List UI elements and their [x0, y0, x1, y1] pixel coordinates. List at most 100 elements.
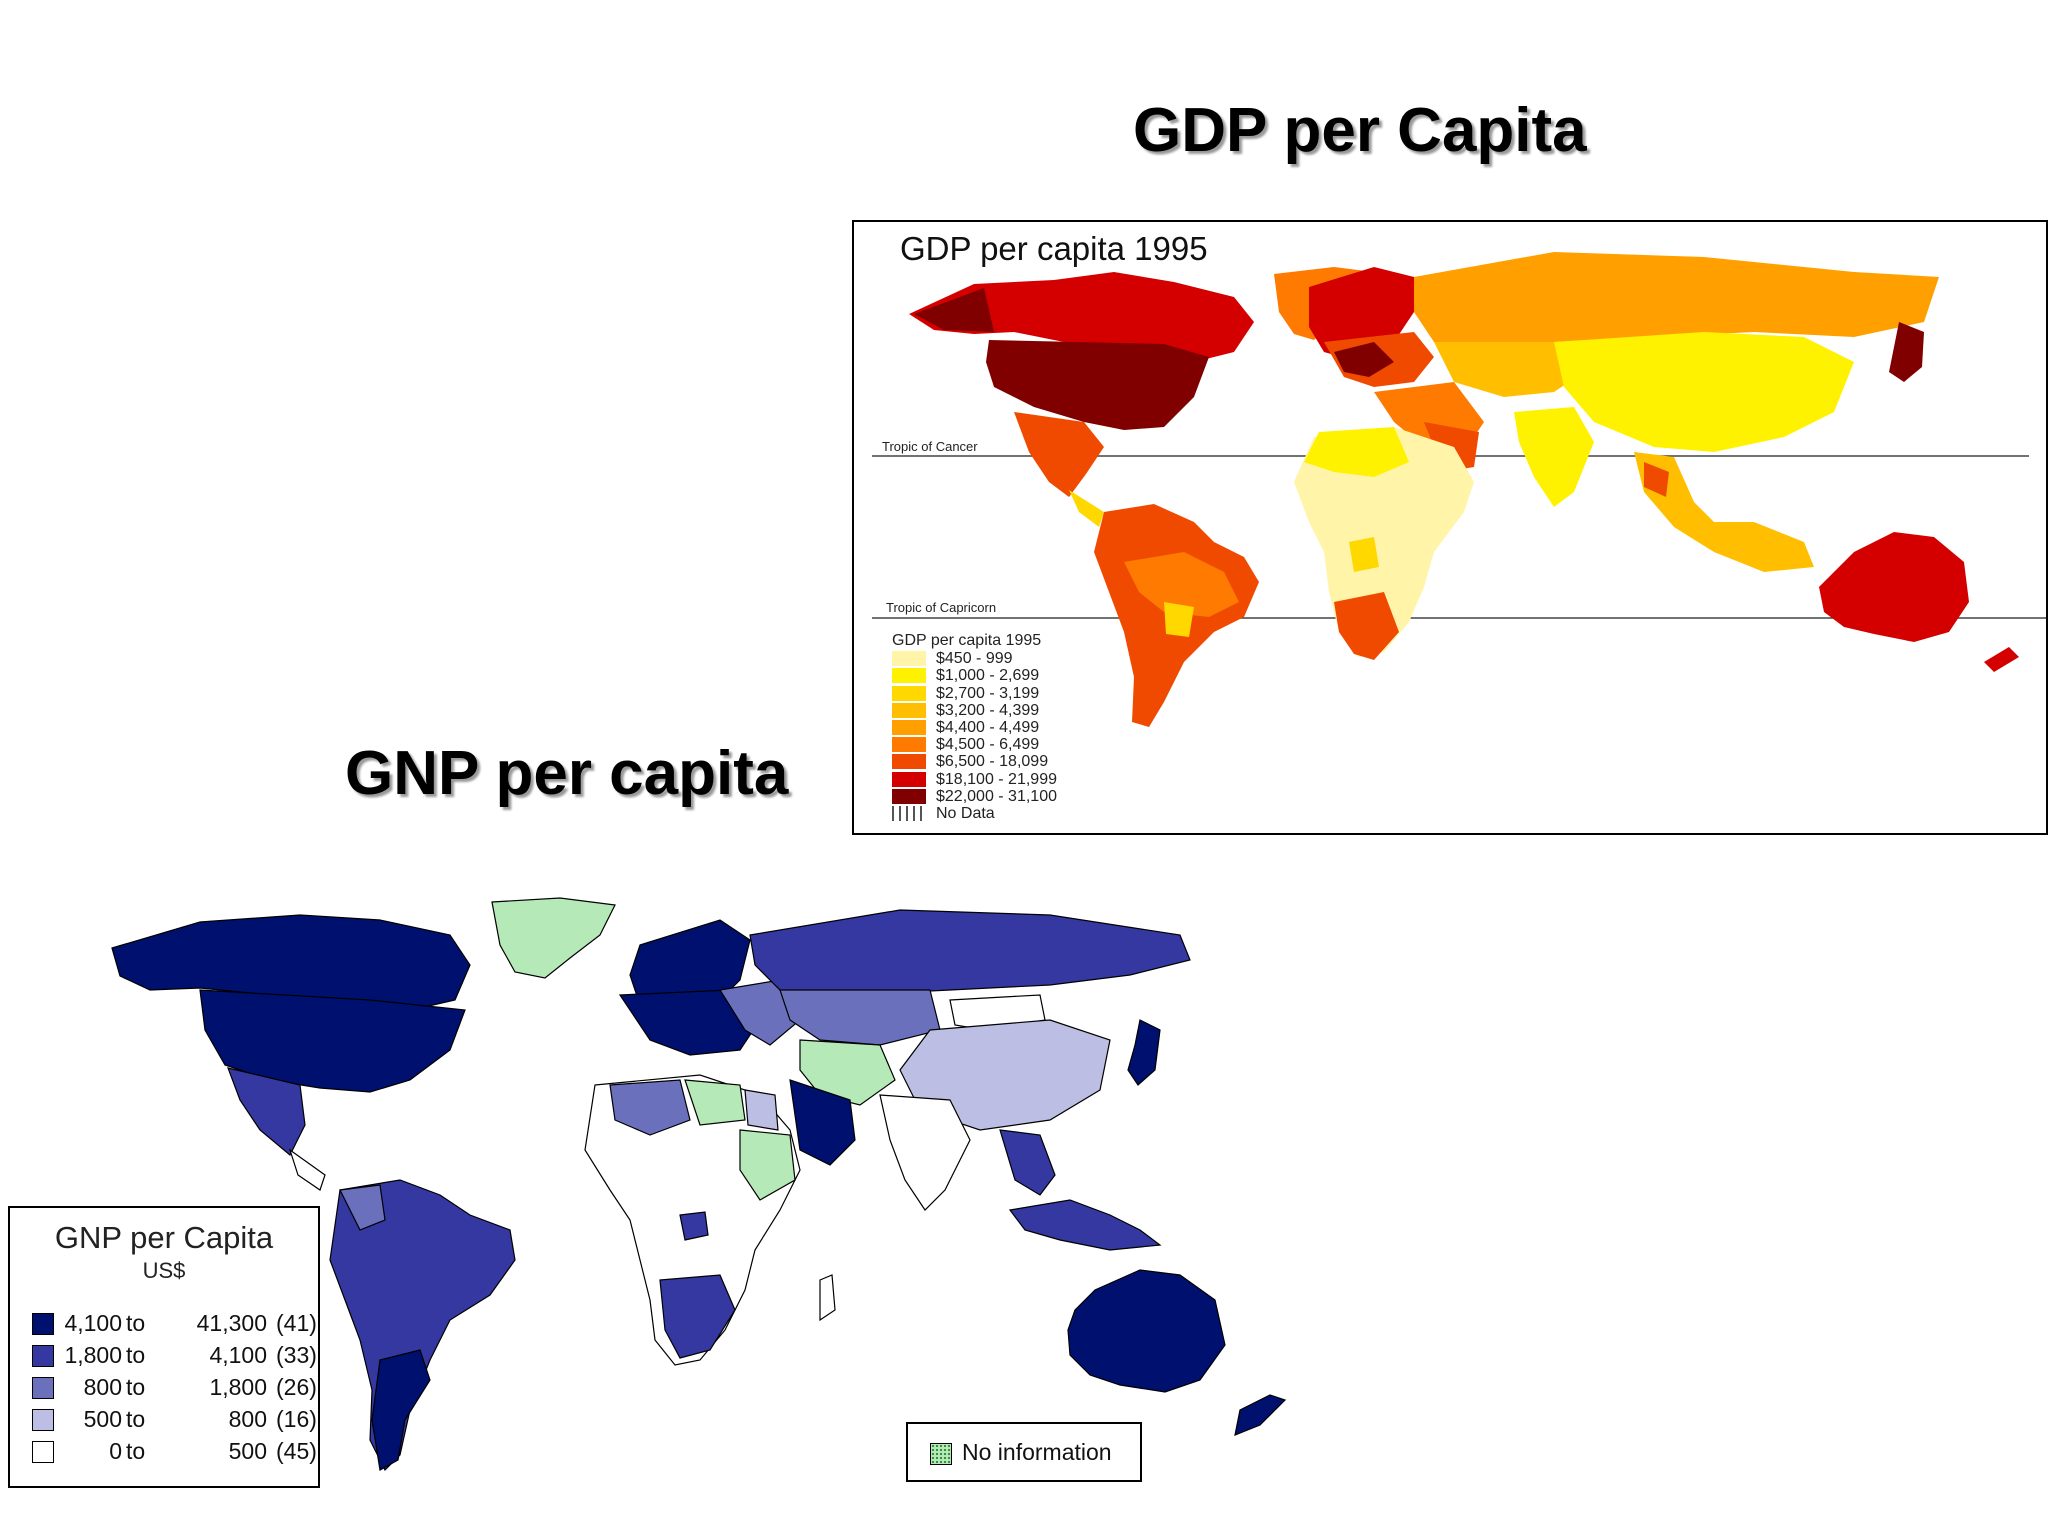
- gnp-legend-from: 4,100: [64, 1310, 122, 1336]
- gnp-legend-max: 1,800: [209, 1374, 267, 1400]
- indonesia-region: [1008, 1199, 1162, 1251]
- gnp-legend-swatch: [32, 1441, 54, 1463]
- gnp-legend-max: 800: [228, 1406, 267, 1432]
- argentina-region: [371, 1349, 431, 1471]
- gnp-legend-max: 4,100: [209, 1342, 267, 1368]
- gdp-legend-swatch: [892, 771, 926, 787]
- gnp-legend-from: 500: [83, 1406, 122, 1432]
- gdp-legend-item: $1,000 - 2,699: [892, 667, 1057, 684]
- brazil-region: [1124, 552, 1239, 617]
- canada-region: [111, 914, 471, 1009]
- gdp-legend-label: $2,700 - 3,199: [936, 684, 1040, 702]
- usa-region: [199, 989, 466, 1093]
- canada-region: [909, 272, 1254, 362]
- gdp-legend-swatch: [892, 702, 926, 718]
- russia-region: [749, 909, 1191, 996]
- gdp-legend-swatch: [892, 651, 926, 667]
- gdp-legend-label: $450 - 999: [936, 650, 1013, 668]
- gnp-legend-from: 0: [109, 1438, 122, 1464]
- new-zealand-region: [1234, 1394, 1287, 1436]
- gdp-legend-label: $4,500 - 6,499: [936, 736, 1040, 754]
- gdp-legend-swatch: [892, 668, 926, 684]
- gdp-legend-swatch: [892, 685, 926, 701]
- central-asia-region: [1434, 342, 1584, 397]
- gnp-legend-to: to: [126, 1342, 146, 1368]
- gnp-legend-count: (33): [276, 1342, 317, 1368]
- gnp-legend-max: 41,300: [196, 1310, 267, 1336]
- central-europe-region: [1334, 342, 1394, 377]
- australia-region: [1067, 1269, 1226, 1393]
- central-america-region: [288, 1148, 326, 1191]
- gnp-legend-to: to: [126, 1406, 146, 1432]
- gnp-legend-unit: US$: [142, 1258, 186, 1283]
- usa-region: [986, 340, 1209, 430]
- gnp-legend-swatch: [32, 1313, 54, 1335]
- algeria-region: [609, 1079, 691, 1136]
- north-africa-region: [1304, 427, 1409, 477]
- gdp-legend-item: $18,100 - 21,999: [892, 771, 1057, 788]
- gdp-legend-no-data: No Data: [892, 805, 1057, 822]
- no-information-legend: No information: [906, 1422, 1142, 1482]
- gnp-legend: GNP per Capita US$ 4,100 to 41,300 (41) 1,80…: [8, 1206, 320, 1488]
- gnp-legend-to: to: [126, 1374, 146, 1400]
- gdp-legend-label: $1,000 - 2,699: [936, 667, 1040, 685]
- gdp-legend-label: $3,200 - 4,399: [936, 701, 1040, 719]
- central-america-region: [1069, 490, 1104, 527]
- south-africa-region: [1334, 592, 1399, 660]
- japan-region: [1889, 322, 1924, 382]
- new-zealand-region: [1984, 647, 2019, 672]
- no-information-swatch: [930, 1443, 952, 1465]
- mexico-region: [1014, 412, 1104, 497]
- alaska-region: [914, 288, 994, 332]
- southeast-asia-region: [1634, 452, 1814, 572]
- gdp-legend-item: $4,500 - 6,499: [892, 736, 1057, 753]
- gdp-legend-item: $22,000 - 31,100: [892, 788, 1057, 805]
- gnp-legend-title: GNP per Capita: [54, 1220, 274, 1255]
- south-africa-region: [659, 1274, 736, 1359]
- gdp-legend-swatch: [892, 720, 926, 736]
- gdp-legend-item: $4,400 - 4,499: [892, 719, 1057, 736]
- gnp-legend-from: 1,800: [64, 1342, 122, 1368]
- gdp-legend-item: $3,200 - 4,399: [892, 702, 1057, 719]
- gdp-legend-label: $18,100 - 21,999: [936, 770, 1057, 788]
- gdp-legend-swatch: [892, 754, 926, 770]
- gnp-legend-swatch: [32, 1377, 54, 1399]
- gabon-region: [679, 1211, 709, 1241]
- bolivia-region: [1164, 602, 1194, 637]
- russia-region: [1414, 252, 1939, 352]
- gdp-legend-label: $4,400 - 4,499: [936, 718, 1040, 736]
- china-region: [899, 1019, 1111, 1131]
- egypt-region: [744, 1089, 779, 1131]
- libya-region: [684, 1079, 746, 1126]
- arabian-peninsula-region: [789, 1079, 856, 1166]
- gnp-world-map: [111, 897, 1287, 1472]
- china-region: [1554, 332, 1854, 452]
- gnp-legend-to: to: [126, 1438, 146, 1464]
- gdp-legend-title: GDP per capita 1995: [892, 632, 1042, 649]
- gdp-legend-swatch: [892, 788, 926, 804]
- iran-region: [799, 1039, 896, 1106]
- tropic-of-cancer-label: Tropic of Cancer: [882, 439, 978, 454]
- gnp-legend-swatch: [32, 1409, 54, 1431]
- japan-region: [1127, 1019, 1161, 1086]
- india-region: [879, 1094, 971, 1211]
- tropic-of-capricorn-label: Tropic of Capricorn: [886, 600, 997, 615]
- gnp-legend-count: (26): [276, 1374, 317, 1400]
- australia-region: [1819, 532, 1969, 642]
- central-asia-region: [779, 989, 941, 1046]
- gnp-per-capita-heading: GNP per capita: [345, 739, 789, 808]
- no-data-label: No Data: [936, 804, 995, 822]
- greenland-region: [491, 897, 616, 979]
- mexico-region: [227, 1067, 306, 1156]
- gnp-legend-to: to: [126, 1310, 146, 1336]
- gdp-legend-item: $6,500 - 18,099: [892, 753, 1057, 770]
- thailand-region: [1644, 462, 1669, 497]
- venezuela-region: [339, 1184, 386, 1231]
- madagascar-region: [819, 1274, 836, 1322]
- india-region: [1514, 407, 1594, 507]
- gdp-legend: GDP per capita 1995 $450 - 999 $1,000 - 2…: [892, 632, 1057, 822]
- gdp-legend-label: $22,000 - 31,100: [936, 787, 1057, 805]
- sudan-region: [739, 1129, 796, 1201]
- gdp-legend-label: $6,500 - 18,099: [936, 753, 1049, 771]
- no-data-swatch: [892, 805, 926, 821]
